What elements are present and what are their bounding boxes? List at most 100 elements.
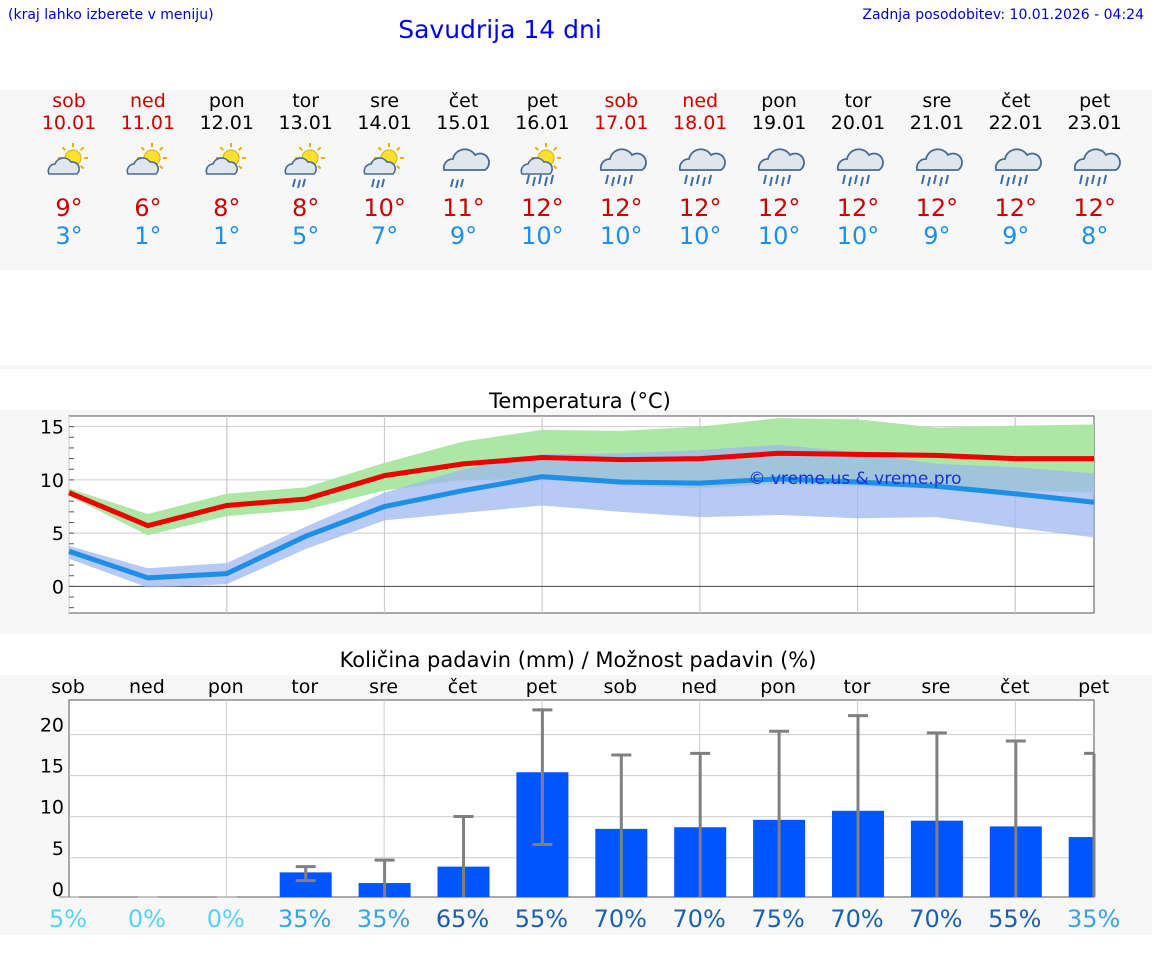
precip-probability: 70% [830,905,883,933]
max-temp: 12° [994,194,1038,222]
precip-tick-label: 10 [40,797,64,819]
precip-probability: 75% [751,905,804,933]
temperature-tick-label: 10 [40,470,64,492]
precip-probability: 35% [1067,905,1120,933]
region-hint[interactable]: (kraj lahko izberete v meniju) [8,7,214,23]
max-temp: 12° [521,194,564,222]
day-column: sob 10.01 9° 3° [29,90,109,250]
day-date: 23.01 [1067,112,1122,134]
day-date: 21.01 [909,112,965,134]
max-temp: 10° [363,194,406,222]
min-temp: 10° [600,222,643,250]
max-temp: 9° [55,194,83,222]
max-temp: 6° [134,194,162,222]
day-date: 10.01 [41,112,97,134]
precip-day-label: čet [448,676,478,698]
min-temp: 1° [213,222,241,250]
cloud-heavy-rain-icon [751,138,807,194]
precip-probability: 0% [207,905,245,933]
precip-day-label: sre [921,676,950,698]
day-date: 16.01 [515,112,570,134]
max-temp: 8° [292,194,320,222]
max-temp: 8° [213,194,241,222]
day-name: ned [129,90,166,112]
min-temp: 3° [55,222,83,250]
min-temp: 10° [521,222,564,250]
precip-probability: 70% [594,905,647,933]
temperature-tick-label: 5 [52,523,64,545]
day-name: pon [761,90,797,112]
day-name: sob [52,90,86,112]
max-temp-line [68,450,1094,529]
precip-day-label: pet [1078,676,1109,698]
min-temp: 1° [134,222,162,250]
precip-day-label: pet [526,676,557,698]
precip-title: Količina padavin (mm) / Možnost padavin … [340,648,817,672]
sun-cloud-heavy-rain-icon [514,138,570,194]
precip-probability: 55% [988,905,1041,933]
day-column: ned 11.01 6° 1° [108,90,188,250]
max-temp: 12° [600,194,643,222]
sun-cloud-rain-icon [278,138,334,194]
day-date: 20.01 [830,112,886,134]
sun-cloud-icon [41,138,97,194]
watermark: © vreme.us & vreme.pro [748,469,961,489]
min-temp: 9° [1002,222,1030,250]
day-name: tor [292,90,320,112]
day-column: pon 12.01 8° 1° [187,90,267,250]
min-temp: 5° [292,222,320,250]
day-column: sre 14.01 10° 7° [345,90,425,250]
temperature-title: Temperatura (°C) [488,389,671,413]
cloud-heavy-rain-icon [1067,138,1123,194]
precip-tick-label: 0 [52,879,64,901]
max-temp: 12° [1073,194,1116,222]
min-temp: 8° [1081,222,1109,250]
precip-probability: 65% [436,905,489,933]
day-date: 14.01 [357,112,412,134]
day-date: 13.01 [278,112,333,134]
day-date: 17.01 [594,112,649,134]
precip-tick-label: 15 [40,756,64,778]
precip-day-label: ned [129,676,165,698]
forecast-strip [0,90,1152,270]
divider [0,365,1152,369]
cloud-heavy-rain-icon [672,138,728,194]
day-column: pon 19.01 12° 10° [739,90,819,250]
cloud-heavy-rain-icon [830,138,886,194]
precip-day-label: sob [604,676,638,698]
max-temp: 12° [757,194,801,222]
day-date: 22.01 [988,112,1043,134]
min-temp: 9° [449,222,478,250]
cloud-rain-icon [436,138,492,194]
precip-probability: 35% [278,905,331,933]
precip-day-label: tor [291,676,318,698]
precip-bar [1068,837,1094,897]
day-name: sob [604,90,639,112]
day-date: 11.01 [120,112,176,134]
precip-probability: 70% [673,905,726,933]
day-name: sre [370,90,400,112]
day-column: pet 16.01 12° 10° [502,90,582,250]
min-temp: 10° [836,222,880,250]
day-name: pet [526,90,558,112]
day-column: čet 15.01 11° 9° [424,90,504,250]
min-temp: 7° [370,222,399,250]
day-column: čet 22.01 12° 9° [976,90,1056,250]
min-temp-line [68,474,1095,581]
day-date: 12.01 [199,112,254,134]
min-temp: 9° [923,222,951,250]
precip-day-label: tor [844,676,871,698]
precip-probability: 70% [909,905,962,933]
max-temp: 12° [678,194,722,222]
day-name: pon [208,90,245,112]
cloud-heavy-rain-icon [593,138,649,194]
min-temp: 10° [678,222,722,250]
day-name: čet [1001,90,1031,112]
precip-tick-label: 5 [52,838,64,860]
day-name: čet [448,90,479,112]
min-temp: 10° [757,222,801,250]
day-column: sre 21.01 12° 9° [897,90,977,250]
temperature-tick-label: 15 [40,417,64,439]
cloud-heavy-rain-icon [909,138,965,194]
